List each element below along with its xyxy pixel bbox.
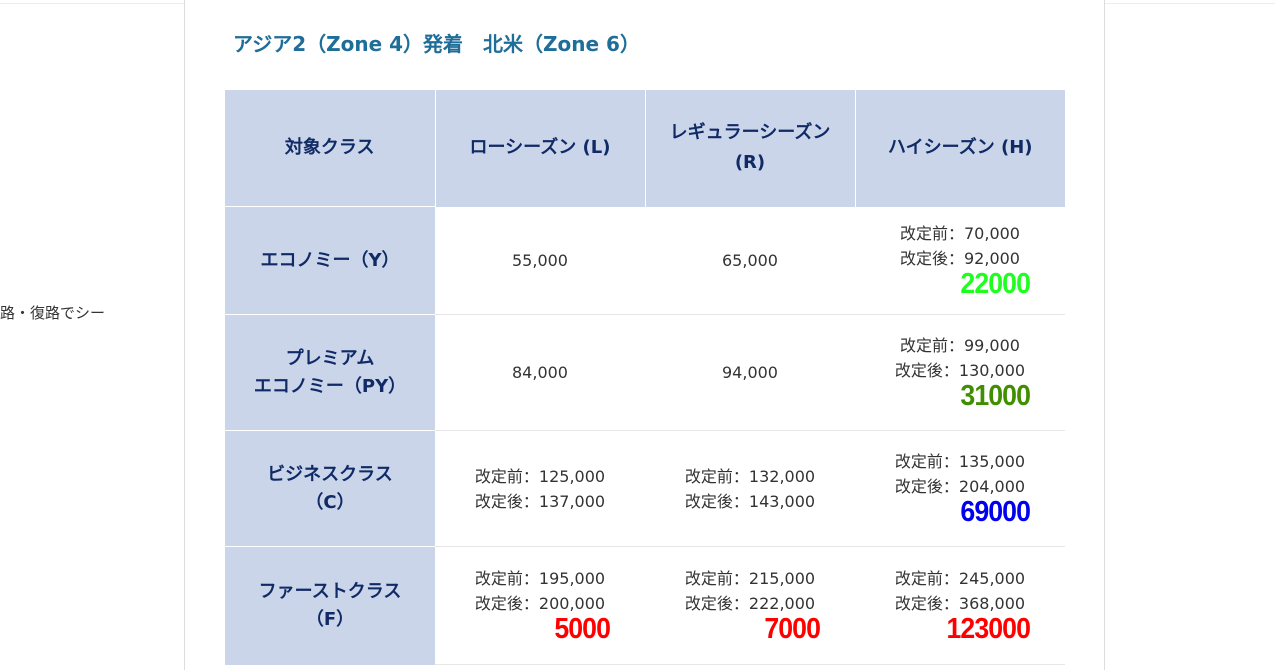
class-name-line: プレミアム (285, 347, 375, 369)
price-diff-wrap: 5000 (435, 613, 645, 645)
price-value: 55,000 (512, 250, 568, 270)
class-name-line: （F） (305, 608, 355, 630)
header-regular-season-label: レギュラーシーズン (R) (669, 122, 831, 174)
section-title: アジア2（Zone 4）発着 北米（Zone 6） (233, 32, 640, 56)
price-after: 改定後：130,000 (894, 361, 1026, 380)
price-cell-high: 改定前：245,000 改定後：368,000 123000 (855, 546, 1065, 665)
price-before: 改定前：195,000 (474, 569, 606, 588)
price-difference: 31000 (960, 380, 1031, 412)
price-cell-regular: 改定前：215,000 改定後：222,000 7000 (645, 546, 855, 665)
price-before: 改定前：245,000 (894, 569, 1026, 588)
price-diff-container: 123000 (890, 613, 1030, 645)
price-after: 改定後：137,000 (474, 491, 606, 511)
fare-table: 対象クラス ローシーズン (L) レギュラーシーズン (R) ハイシーズン (H… (225, 90, 1065, 665)
price-change-block: 改定前：215,000 改定後：222,000 (685, 566, 815, 616)
price-difference: 7000 (764, 613, 821, 645)
price-after: 改定後：368,000 (894, 594, 1026, 613)
price-diff-container: 22000 (890, 267, 1031, 300)
price-before: 改定前：132,000 (684, 466, 816, 486)
price-cell-low: 84,000 (435, 314, 645, 431)
price-cell-regular: 改定前：132,000 改定後：143,000 (645, 430, 855, 547)
price-difference: 69000 (960, 496, 1031, 528)
price-value: 94,000 (722, 363, 778, 382)
table-row: エコノミー（Y） 55,000 65,000 改定前：70,000 改定後：92,000… (225, 206, 1065, 315)
price-before: 改定前：125,000 (474, 466, 606, 486)
class-name-line: エコノミー（PY） (253, 375, 407, 397)
price-cell-low: 改定前：125,000 改定後：137,000 (435, 430, 645, 547)
price-after: 改定後：204,000 (894, 477, 1026, 496)
table-row: ファーストクラス （F） 改定前：195,000 改定後：200,000 5000 改定前… (225, 546, 1065, 665)
price-change-block: 改定前：70,000 改定後：92,000 (900, 221, 1020, 271)
price-difference: 123000 (946, 613, 1030, 645)
price-cell-high: 改定前：70,000 改定後：92,000 22000 (855, 206, 1065, 315)
price-after: 改定後：143,000 (684, 491, 816, 511)
price-diff-container: 7000 (680, 613, 821, 645)
header-regular-season: レギュラーシーズン (R) (645, 90, 856, 207)
price-cell-regular: 94,000 (645, 314, 855, 431)
price-difference: 5000 (554, 613, 611, 645)
price-change-block: 改定前：125,000 改定後：137,000 (475, 464, 605, 514)
price-value: 84,000 (512, 363, 568, 382)
main-content: アジア2（Zone 4）発着 北米（Zone 6） 対象クラス ローシーズン (… (184, 0, 1105, 670)
class-name-line: ビジネスクラス (267, 463, 393, 485)
price-diff-container: 5000 (470, 613, 611, 645)
price-before: 改定前：215,000 (684, 569, 816, 588)
price-cell-low: 改定前：195,000 改定後：200,000 5000 (435, 546, 645, 665)
class-name-line: エコノミー（Y） (260, 249, 400, 271)
price-after: 改定後：200,000 (474, 594, 606, 613)
class-name-line: ファーストクラス (258, 580, 402, 602)
price-value: 65,000 (722, 250, 778, 270)
price-before: 改定前：70,000 (900, 223, 1020, 243)
price-diff-wrap: 22000 (855, 267, 1065, 300)
price-change-block: 改定前：245,000 改定後：368,000 (895, 566, 1025, 616)
price-diff-wrap: 69000 (855, 496, 1065, 528)
price-cell-regular: 65,000 (645, 206, 855, 315)
price-diff-wrap: 31000 (855, 380, 1065, 412)
price-diff-wrap: 123000 (855, 613, 1065, 645)
price-change-block: 改定前：135,000 改定後：204,000 (895, 449, 1025, 499)
class-name-cell: ビジネスクラス （C） (225, 430, 435, 547)
price-diff-wrap: 7000 (645, 613, 855, 645)
price-change-block: 改定前：195,000 改定後：200,000 (475, 566, 605, 616)
table-row: プレミアムエコノミー（PY） 84,000 94,000 改定前：99,000 改定後：… (225, 314, 1065, 431)
table-header-row: 対象クラス ローシーズン (L) レギュラーシーズン (R) ハイシーズン (H… (225, 90, 1065, 207)
class-name-line: （C） (305, 491, 355, 513)
price-change-block: 改定前：99,000 改定後：130,000 (895, 333, 1025, 383)
header-high-season: ハイシーズン (H) (855, 90, 1065, 207)
price-change-block: 改定前：132,000 改定後：143,000 (685, 464, 815, 514)
price-cell-high: 改定前：135,000 改定後：204,000 69000 (855, 430, 1065, 547)
class-name-cell: エコノミー（Y） (225, 206, 435, 315)
header-class: 対象クラス (225, 90, 436, 207)
price-after: 改定後：222,000 (684, 594, 816, 613)
header-low-season: ローシーズン (L) (435, 90, 646, 207)
price-before: 改定前：135,000 (894, 452, 1026, 471)
class-name-cell: ファーストクラス （F） (225, 546, 435, 665)
price-diff-container: 31000 (890, 380, 1031, 412)
price-diff-container: 69000 (890, 496, 1031, 528)
price-difference: 22000 (960, 267, 1031, 300)
table-row: ビジネスクラス （C） 改定前：125,000 改定後：137,000 改定前：132,… (225, 430, 1065, 547)
left-column-text: 路・復路でシー (0, 304, 106, 322)
class-name-cell: プレミアムエコノミー（PY） (225, 314, 435, 431)
price-cell-high: 改定前：99,000 改定後：130,000 31000 (855, 314, 1065, 431)
price-after: 改定後：92,000 (900, 248, 1020, 268)
price-cell-low: 55,000 (435, 206, 645, 315)
price-before: 改定前：99,000 (899, 336, 1020, 355)
